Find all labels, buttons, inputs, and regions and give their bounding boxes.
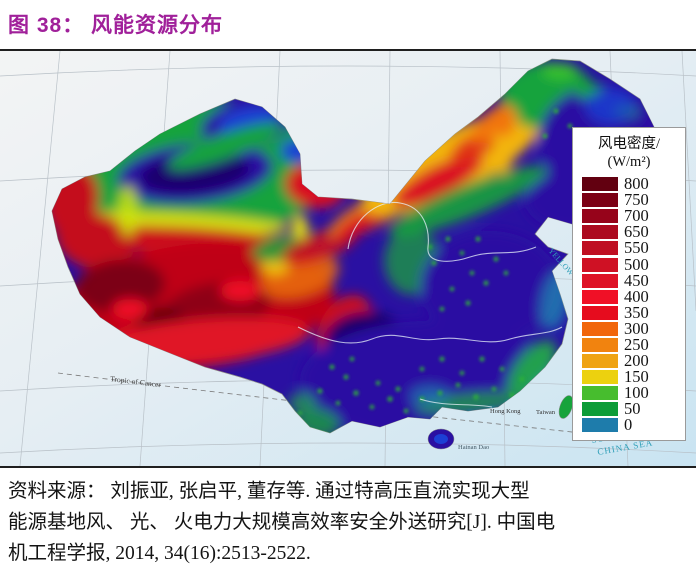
legend-rows: 800 750 700 650 550 500 450 400 350 300 … [573,174,685,435]
legend-value: 650 [624,222,649,242]
legend-value: 250 [624,334,649,354]
legend-swatch [582,354,618,369]
legend-swatch [582,289,618,304]
legend-value: 0 [624,415,633,435]
legend-entry: 200 [582,351,685,371]
legend-entry: 450 [582,270,685,290]
legend-swatch [582,402,618,417]
legend-entry: 0 [582,415,685,435]
rivers [297,201,563,408]
hainan-dao-label: Hainan Dao [458,444,489,451]
legend-title-line2: (W/m²) [607,154,651,170]
legend-entry: 400 [582,286,685,306]
taiwan-label: Taiwan [536,409,556,416]
legend-swatch [582,418,618,433]
legend-value: 750 [624,190,649,210]
legend-swatch [582,370,618,385]
legend-swatch [582,177,618,192]
legend-swatch [582,193,618,208]
legend-swatch [582,337,618,352]
title-divider [0,49,696,51]
legend-value: 100 [624,383,649,403]
legend-swatch [582,257,618,272]
legend-value: 300 [624,318,649,338]
map-container: Tropic of Cancer [0,51,696,468]
legend-title-line1: 风电密度/ [597,136,661,152]
hong-kong-label: Hong Kong [490,408,521,415]
legend-swatch [582,225,618,240]
legend-value: 350 [624,302,649,322]
source-line: 机工程学报, 2014, 34(16):2513-2522. [8,543,311,564]
legend-swatch [582,209,618,224]
legend-value: 400 [624,286,649,306]
legend-value: 450 [624,270,649,290]
hainan-island [427,428,455,450]
legend-value: 200 [624,351,649,371]
legend-entry: 750 [582,190,685,210]
legend-entry: 50 [582,399,685,419]
speckle-texture [297,108,573,416]
legend-entry: 100 [582,383,685,403]
legend-entry: 300 [582,318,685,338]
legend-swatch [582,241,618,256]
legend-entry: 150 [582,367,685,387]
figure-title: 图 38： 风能资源分布 [8,14,224,37]
legend-swatch [582,273,618,288]
legend-entry: 650 [582,222,685,242]
legend-swatch [582,305,618,320]
map-legend: 风电密度/ (W/m²) 800 750 700 650 550 500 450… [572,127,686,441]
legend-swatch [582,386,618,401]
legend-value: 700 [624,206,649,226]
legend-entry: 800 [582,174,685,194]
legend-value: 50 [624,399,641,419]
legend-title: 风电密度/ (W/m²) [573,135,685,171]
legend-entry: 500 [582,254,685,274]
legend-value: 800 [624,174,649,194]
source-line: 资料来源： 刘振亚, 张启平, 董存等. 通过特高压直流实现大型 [8,481,530,502]
legend-value: 150 [624,367,649,387]
legend-entry: 700 [582,206,685,226]
legend-value: 500 [624,254,649,274]
legend-swatch [582,321,618,336]
legend-value: 550 [624,238,649,258]
legend-entry: 250 [582,334,685,354]
source-line: 能源基地风、 光、 火电力大规模高效率安全外送研究[J]. 中国电 [8,512,556,533]
taiwan-island [558,395,574,419]
legend-entry: 550 [582,238,685,258]
source-citation: 资料来源： 刘振亚, 张启平, 董存等. 通过特高压直流实现大型 能源基地风、 … [0,468,696,569]
legend-entry: 350 [582,302,685,322]
